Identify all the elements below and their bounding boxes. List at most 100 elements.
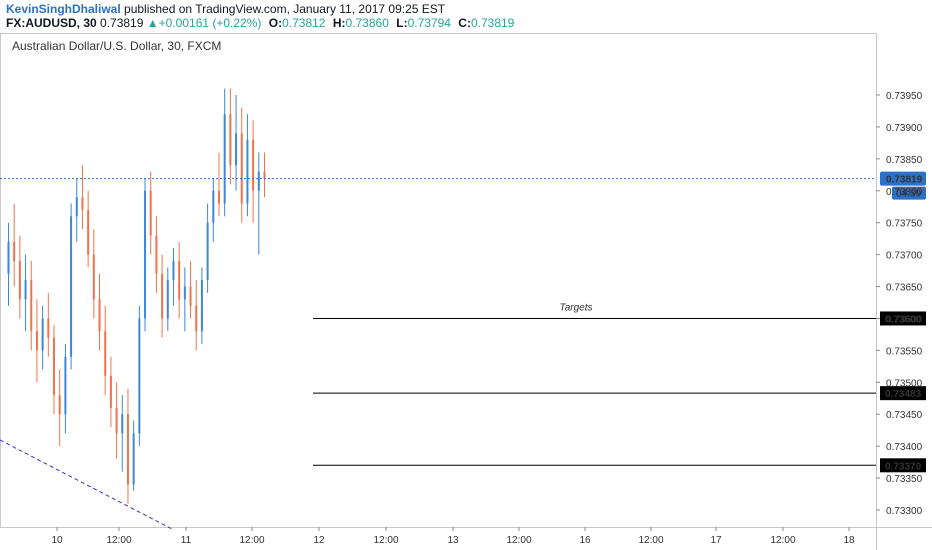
high-value: 0.73860	[345, 16, 389, 30]
high-label: H:	[332, 16, 346, 30]
target-price-label: 0.73483	[885, 389, 922, 400]
price-tick-label: 0.73650	[886, 283, 923, 294]
candle-body[interactable]	[81, 197, 84, 210]
candle-body[interactable]	[132, 433, 135, 485]
candle-body[interactable]	[47, 318, 50, 338]
price-tick-label: 0.73500	[886, 378, 923, 389]
time-tick-label: 11	[181, 535, 192, 546]
published-text: published on TradingView.com, January 11…	[124, 2, 446, 16]
candle-body[interactable]	[7, 241, 10, 274]
current-price-label: 0.73819	[886, 175, 923, 186]
candle-body[interactable]	[178, 261, 181, 300]
candle-body[interactable]	[217, 190, 220, 204]
time-tick-label: 17	[710, 535, 722, 546]
candle-body[interactable]	[223, 114, 226, 204]
target-price-badge	[880, 386, 926, 401]
candle-body[interactable]	[104, 331, 107, 376]
candle-body[interactable]	[92, 254, 95, 300]
time-axis[interactable]: 10 12:00 11 12:00 12 12:00 13 12:00 16 12:00 17 12:…	[51, 527, 855, 546]
candle-body[interactable]	[75, 197, 78, 217]
countdown-badge	[892, 186, 926, 200]
overlays-group: 0.73819 04:39 0.73600 0.73483 0.73370 Targets	[0, 171, 926, 530]
price-tick-label: 0.73400	[886, 442, 923, 453]
price-tick-label: 0.73800	[886, 187, 923, 198]
candle-body[interactable]	[263, 171, 266, 179]
candle-body[interactable]	[235, 133, 238, 166]
price-tick-label: 0.73700	[886, 251, 923, 262]
time-tick-label: 13	[447, 535, 459, 546]
price-change: +0.00161 (+0.22%)	[158, 16, 262, 30]
candle-body[interactable]	[18, 261, 21, 300]
candle-body[interactable]	[138, 318, 141, 434]
candle-body[interactable]	[98, 299, 101, 332]
candle-body[interactable]	[155, 235, 158, 274]
current-price-badge	[880, 171, 926, 186]
price-tick-label: 0.73350	[886, 474, 923, 485]
countdown-label: 04:39	[896, 189, 921, 200]
close-value: 0.73819	[470, 16, 515, 30]
candle-body[interactable]	[229, 114, 232, 166]
candle-body[interactable]	[200, 280, 203, 332]
time-tick-label: 12:00	[373, 535, 398, 546]
candle-body[interactable]	[87, 209, 90, 255]
candle-body[interactable]	[64, 356, 67, 415]
candle-body[interactable]	[30, 280, 33, 332]
price-tick-label: 0.73850	[886, 155, 923, 166]
candle-body[interactable]	[109, 375, 112, 408]
price-tick-label: 0.73600	[886, 314, 923, 325]
price-tick-label: 0.73950	[886, 91, 923, 102]
candle-body[interactable]	[195, 305, 198, 332]
candle-body[interactable]	[70, 216, 73, 357]
author-link[interactable]: KevinSinghDhaliwal	[6, 2, 121, 16]
candle-body[interactable]	[172, 261, 175, 281]
candle-body[interactable]	[13, 241, 16, 261]
chart-header: KevinSinghDhaliwal published on TradingV…	[0, 0, 932, 32]
candle-body[interactable]	[257, 171, 260, 191]
time-tick-label: 12:00	[106, 535, 131, 546]
candle-body[interactable]	[206, 222, 209, 281]
symbol-label[interactable]: FX:AUDUSD, 30	[6, 16, 97, 30]
candle-body[interactable]	[149, 190, 152, 236]
candle-body[interactable]	[166, 280, 169, 319]
price-axis[interactable]: 0.73950 0.73900 0.73850 0.73800 0.73750 0.737…	[876, 91, 923, 517]
candle-body[interactable]	[53, 337, 56, 396]
chart-frame[interactable]: Australian Dollar/U.S. Dollar, 30, FXCM …	[0, 33, 932, 550]
candle-body[interactable]	[144, 190, 147, 319]
time-tick-label: 12:00	[239, 535, 264, 546]
target-price-badge	[880, 311, 926, 326]
candle-body[interactable]	[246, 139, 249, 204]
candle-body[interactable]	[189, 286, 192, 306]
low-value: 0.73794	[407, 16, 451, 30]
price-tick-label: 0.73450	[886, 410, 923, 421]
time-tick-label: 12:00	[638, 535, 663, 546]
candle-body[interactable]	[35, 331, 38, 351]
price-chart[interactable]: Australian Dollar/U.S. Dollar, 30, FXCM …	[0, 33, 932, 550]
trendline[interactable]	[0, 439, 173, 530]
target-price-badge	[880, 458, 926, 473]
last-price: 0.73819	[100, 16, 144, 30]
candle-body[interactable]	[183, 286, 186, 300]
candle-body[interactable]	[212, 190, 215, 223]
candles-group[interactable]	[7, 88, 266, 504]
price-tick-label: 0.73550	[886, 346, 923, 357]
time-tick-label: 16	[579, 535, 591, 546]
time-tick-label: 18	[843, 535, 855, 546]
time-tick-label: 10	[51, 535, 63, 546]
close-label: C:	[458, 16, 471, 30]
candle-body[interactable]	[121, 414, 124, 434]
time-tick-label: 12:00	[770, 535, 795, 546]
plot-area[interactable]	[0, 33, 877, 528]
candle-body[interactable]	[24, 280, 27, 300]
chart-title: Australian Dollar/U.S. Dollar, 30, FXCM	[12, 39, 221, 53]
candle-body[interactable]	[126, 414, 129, 485]
open-label: O:	[268, 16, 283, 30]
candle-body[interactable]	[161, 273, 164, 319]
time-tick-label: 12	[313, 535, 325, 546]
candle-body[interactable]	[58, 395, 61, 415]
candle-body[interactable]	[240, 133, 243, 204]
candle-body[interactable]	[252, 139, 255, 191]
time-tick-label: 12:00	[506, 535, 531, 546]
candle-body[interactable]	[115, 407, 118, 434]
candle-body[interactable]	[41, 318, 44, 351]
low-label: L:	[396, 16, 408, 30]
